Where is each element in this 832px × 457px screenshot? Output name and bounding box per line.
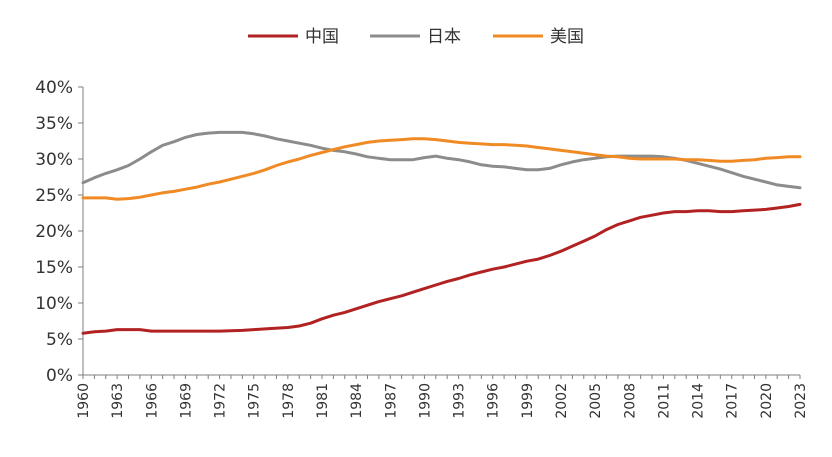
y-tick-label: 40% <box>35 78 73 98</box>
legend-label: 日本 <box>427 27 461 47</box>
x-tick-label: 2002 <box>554 383 570 419</box>
x-tick-label: 2008 <box>622 383 638 419</box>
legend-label: 中国 <box>305 27 339 47</box>
x-tick-label: 1996 <box>486 383 502 419</box>
y-tick-label: 15% <box>35 258 73 278</box>
y-tick-label: 0% <box>46 366 73 386</box>
y-tick-label: 35% <box>35 114 73 134</box>
y-axis-ticks: 0% 5% 10% 15% 20% 25% 30% 35% 40% <box>35 78 73 386</box>
x-tick-label: 1963 <box>110 383 126 419</box>
x-tick-label: 1975 <box>247 383 263 419</box>
axes <box>78 86 801 379</box>
series-lines <box>81 130 802 335</box>
x-tick-label: 1969 <box>178 383 194 419</box>
x-tick-label: 2017 <box>725 383 741 419</box>
x-tick-label: 2020 <box>759 383 775 419</box>
x-tick-label: 1993 <box>452 383 468 419</box>
x-tick-label: 2005 <box>588 383 604 419</box>
x-tick-label: 1984 <box>349 383 365 419</box>
series-line-1 <box>81 202 802 335</box>
y-tick-label: 25% <box>35 186 73 206</box>
legend: 中国 日本 美国 <box>248 27 584 47</box>
x-tick-label: 1990 <box>417 383 433 419</box>
y-tick-label: 10% <box>35 294 73 314</box>
x-tick-label: 1960 <box>76 383 92 419</box>
x-tick-label: 1978 <box>281 383 297 419</box>
x-tick-label: 2011 <box>656 383 672 419</box>
x-tick-label: 2023 <box>793 383 809 419</box>
x-tick-label: 1972 <box>213 383 229 419</box>
series-line-3 <box>81 137 802 201</box>
x-tick-label: 2014 <box>691 383 707 419</box>
x-tick-label: 1966 <box>144 383 160 419</box>
y-tick-label: 20% <box>35 222 73 242</box>
y-tick-label: 5% <box>46 330 73 350</box>
x-tick-label: 1999 <box>520 383 536 419</box>
x-tick-label: 1981 <box>315 383 331 419</box>
x-tick-label: 1987 <box>383 383 399 419</box>
legend-label: 美国 <box>550 27 584 47</box>
y-tick-label: 30% <box>35 150 73 170</box>
x-axis-ticks: 1960 1963 1966 1969 1972 1975 1978 1981 1984 1987… <box>76 383 809 419</box>
